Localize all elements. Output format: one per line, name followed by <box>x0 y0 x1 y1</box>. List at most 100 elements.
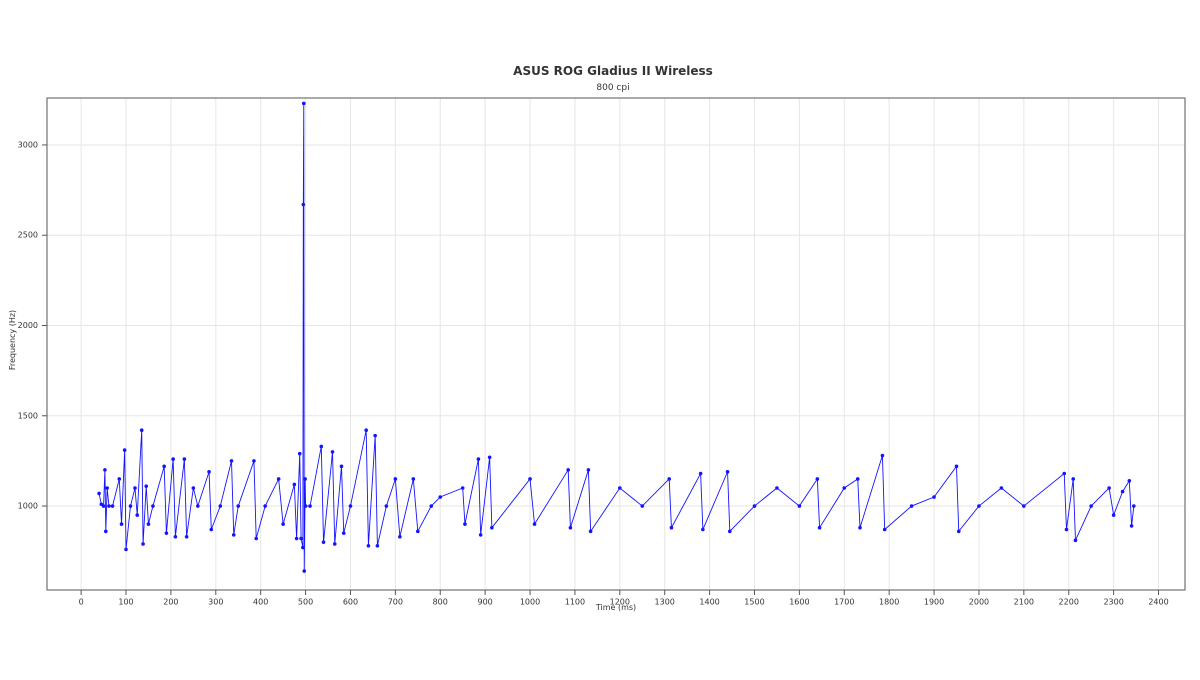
data-point <box>119 522 124 526</box>
data-point <box>303 477 307 481</box>
data-point <box>105 486 109 490</box>
chart-subtitle: 800 cpi <box>596 83 629 93</box>
data-point <box>842 486 847 490</box>
data-point <box>302 569 307 573</box>
data-point <box>882 527 887 532</box>
data-point <box>341 531 346 535</box>
data-point <box>364 428 368 433</box>
data-point <box>954 464 959 469</box>
data-point <box>236 504 241 508</box>
data-point <box>618 486 622 490</box>
data-point <box>321 540 326 544</box>
data-point <box>332 542 337 546</box>
data-point <box>252 459 256 463</box>
data-point <box>416 529 420 534</box>
data-point <box>366 543 371 548</box>
x-tick-label: 800 <box>433 598 448 607</box>
data-point <box>191 486 196 490</box>
x-tick-label: 2000 <box>969 598 989 607</box>
x-tick-label: 1900 <box>924 598 944 607</box>
data-point <box>463 522 467 526</box>
data-point <box>330 450 335 454</box>
data-point <box>566 468 570 472</box>
data-point <box>528 477 532 481</box>
data-point <box>182 457 187 461</box>
x-tick-label: 1400 <box>699 598 719 607</box>
data-point <box>977 504 981 508</box>
data-point <box>184 534 189 539</box>
x-tick-label: 200 <box>163 598 178 607</box>
data-point <box>297 451 302 456</box>
data-point <box>348 504 353 508</box>
data-point <box>139 428 144 433</box>
data-point <box>218 504 223 508</box>
data-point <box>128 504 133 508</box>
plot <box>97 101 1136 573</box>
data-point <box>319 444 324 449</box>
data-point <box>858 525 862 530</box>
data-point <box>141 542 145 546</box>
data-point <box>1022 504 1026 508</box>
data-point <box>144 484 149 488</box>
data-point <box>122 448 127 452</box>
x-tick-label: 1700 <box>834 598 854 607</box>
y-axis-label: Frequency (Hz) <box>8 310 17 370</box>
data-point <box>209 527 214 532</box>
data-point <box>438 495 443 499</box>
x-tick-label: 100 <box>118 598 133 607</box>
x-tick-label: 700 <box>388 598 403 607</box>
data-point <box>373 433 377 438</box>
data-point <box>476 457 481 461</box>
data-point <box>1062 471 1067 476</box>
data-point <box>1120 489 1125 494</box>
data-point <box>299 536 303 541</box>
data-point <box>487 455 492 460</box>
data-point <box>110 504 115 508</box>
x-tick-label: 300 <box>208 598 223 607</box>
data-point <box>135 513 140 517</box>
data-point <box>1089 504 1093 508</box>
plot-frame <box>46 97 1186 591</box>
data-point <box>164 531 169 535</box>
data-point <box>797 504 802 508</box>
data-point <box>231 533 236 537</box>
data-point <box>301 101 306 106</box>
x-tick-label: 400 <box>253 598 268 607</box>
data-point <box>586 468 591 472</box>
x-tick-label: 2400 <box>1148 598 1168 607</box>
data-point <box>1064 527 1069 532</box>
data-point <box>384 504 389 508</box>
grid <box>47 98 1185 590</box>
data-point <box>133 486 137 490</box>
data-point <box>375 543 380 548</box>
data-point <box>701 527 705 532</box>
data-point <box>173 534 178 539</box>
data-point <box>303 504 308 508</box>
x-tick-label: 500 <box>298 598 313 607</box>
data-point <box>97 491 101 496</box>
data-point <box>1132 504 1136 508</box>
y-tick-label: 2000 <box>18 321 38 330</box>
data-point <box>263 504 267 508</box>
data-point <box>393 477 398 481</box>
data-point <box>460 486 465 490</box>
data-point <box>398 534 402 539</box>
x-tick-label: 0 <box>79 598 84 607</box>
data-point <box>909 504 914 508</box>
y-tick-label: 1000 <box>18 502 38 511</box>
data-point <box>1071 477 1076 481</box>
data-point <box>281 522 285 526</box>
data-point <box>855 477 860 481</box>
x-tick-label: 900 <box>478 598 493 607</box>
x-tick-label: 1600 <box>789 598 809 607</box>
data-point <box>124 547 128 552</box>
series-line <box>98 103 1135 572</box>
data-point <box>308 504 312 508</box>
data-point <box>568 525 573 530</box>
data-point <box>1073 538 1078 543</box>
x-tick-label: 2200 <box>1059 598 1079 607</box>
data-point <box>999 486 1004 490</box>
data-point <box>815 477 820 481</box>
